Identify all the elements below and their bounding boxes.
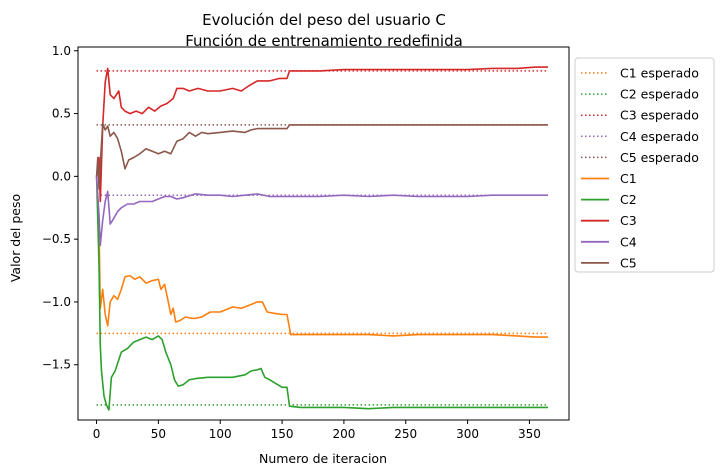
y-tick-label: 1.0 (52, 44, 71, 58)
legend-label: C4 esperado (620, 129, 699, 144)
y-tick-label: −1.5 (42, 358, 71, 372)
legend-label: C4 (620, 234, 637, 249)
y-tick-label: 0.5 (52, 107, 71, 121)
series-lines (95, 66, 548, 411)
series-line-c1 (95, 176, 548, 338)
y-tick-label: −1.0 (42, 295, 71, 309)
series-line-c4 (95, 176, 548, 247)
x-tick-label: 350 (518, 427, 541, 441)
series-line-c2 (95, 176, 548, 411)
series-line-c3 (95, 66, 548, 203)
x-tick-label: 100 (209, 427, 232, 441)
legend-label: C3 esperado (620, 108, 699, 123)
legend-label: C2 (620, 192, 637, 207)
series-line-c5 (95, 122, 548, 190)
plot-frame (77, 46, 570, 421)
x-tick-label: 300 (456, 427, 479, 441)
legend-label: C1 (620, 171, 637, 186)
x-tick-label: 0 (93, 427, 101, 441)
legend-label: C2 esperado (620, 87, 699, 102)
x-tick-label: 200 (332, 427, 355, 441)
expected-lines (96, 70, 548, 406)
x-tick-label: 250 (394, 427, 417, 441)
y-tick-label: −0.5 (42, 232, 71, 246)
axis-ticks: 0 50 100 150 200 250 300 350 1.0 0.5 0.0 −0.5 −1.0 −1… (42, 44, 541, 441)
legend: C1 esperado C2 esperado C3 esperado C4 espe… (574, 57, 715, 273)
y-axis-label: Valor del peso (8, 194, 23, 282)
legend-label: C5 (620, 255, 637, 270)
legend-box (574, 57, 715, 273)
x-tick-label: 150 (271, 427, 294, 441)
chart-title: Evolución del peso del usuario C (202, 11, 446, 29)
chart-subtitle: Función de entrenamiento redefinida (185, 32, 463, 50)
legend-label: C3 (620, 213, 637, 228)
legend-label: C1 esperado (620, 66, 699, 81)
x-tick-label: 50 (151, 427, 166, 441)
x-axis-label: Numero de iteracion (259, 451, 387, 466)
legend-label: C5 esperado (620, 150, 699, 165)
y-tick-label: 0.0 (52, 169, 71, 183)
